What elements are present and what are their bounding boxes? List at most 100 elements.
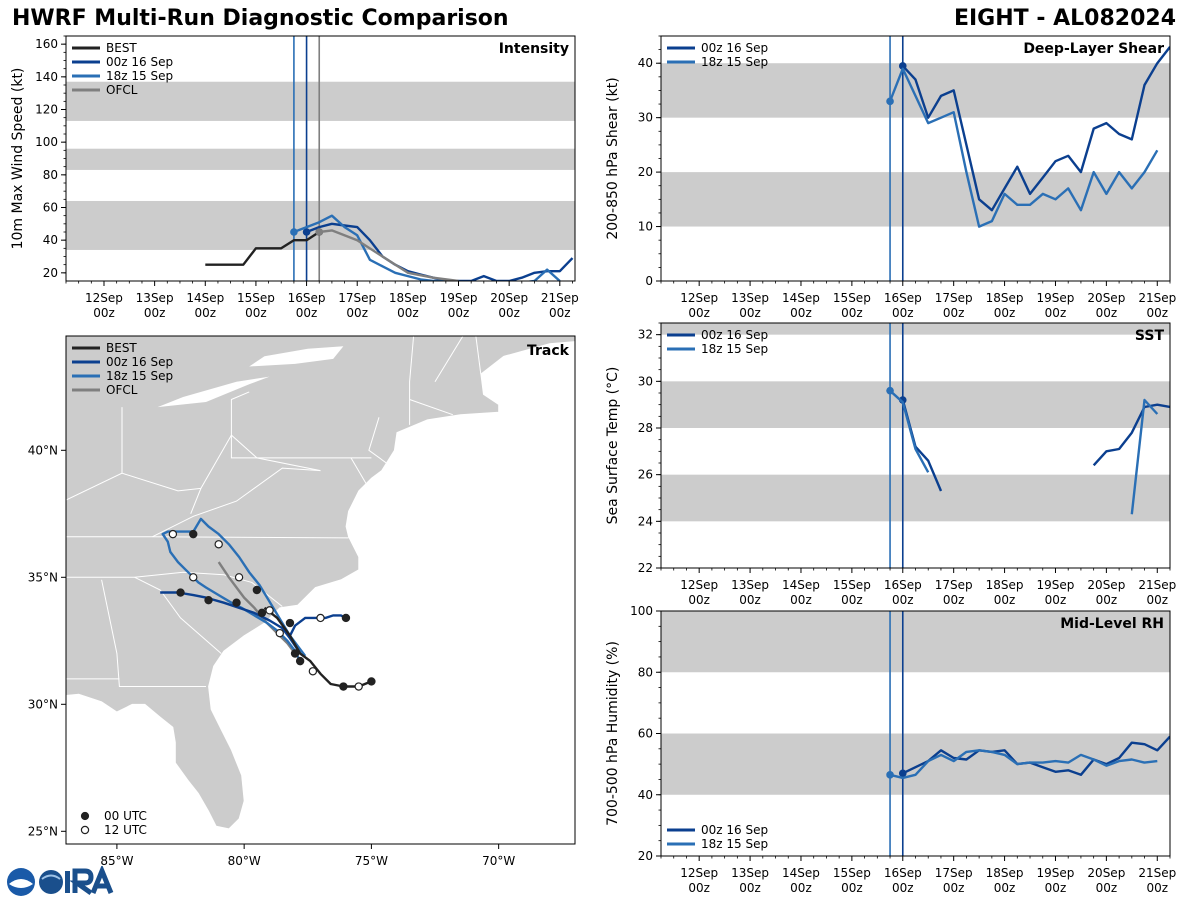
sst-threshold-band (661, 381, 1170, 428)
sst-ytick-label: 24 (638, 514, 653, 528)
shear-panel-title: Deep-Layer Shear (1023, 41, 1164, 57)
intensity-xtick-day: 12Sep (85, 291, 123, 305)
shear-xtick-hour: 00z (943, 306, 965, 320)
rh-ytick-label: 80 (638, 665, 653, 679)
shear-marker-run00 (898, 62, 907, 70)
intensity-xtick-hour: 00z (549, 306, 571, 320)
intensity-xtick-day: 13Sep (136, 291, 174, 305)
rh-marker-run18 (886, 771, 894, 779)
intensity-marker-run18 (290, 228, 298, 236)
intensity-ytick-label: 100 (35, 135, 58, 149)
sst-ytick-label: 26 (638, 468, 653, 482)
track-legend-label-best: BEST (106, 341, 137, 355)
shear-xtick-hour: 00z (790, 306, 812, 320)
shear-xtick-hour: 00z (841, 306, 863, 320)
panel-intensity: 2040608010012014016012Sep00z13Sep00z14Se… (10, 35, 579, 320)
shear-series-run18 (888, 67, 1159, 228)
track-xtick-label: 70°W (482, 854, 515, 868)
intensity-panel-title: Intensity (499, 41, 569, 57)
sst-xtick-day: 16Sep (884, 578, 922, 592)
track-fix-00utc (290, 649, 300, 658)
intensity-ytick-label: 140 (35, 70, 58, 84)
rh-ytick-label: 100 (630, 604, 653, 618)
sst-xtick-day: 12Sep (680, 578, 718, 592)
track-line-ofcl (217, 561, 297, 655)
sst-series-run18 (889, 389, 930, 473)
track-fix-12utc (189, 573, 198, 582)
rh-series-run18 (889, 749, 1158, 780)
track-ytick-label: 25°N (28, 824, 58, 838)
track-line-best (263, 606, 372, 688)
intensity-xtick-day: 15Sep (237, 291, 275, 305)
shear-plot-area (661, 36, 1170, 281)
state-border (152, 467, 321, 538)
track-fix-00utc (257, 608, 267, 618)
shear-xtick-day: 19Sep (1037, 291, 1075, 305)
lake-erie (157, 376, 270, 408)
sst-marker-run18 (886, 386, 894, 395)
track-ytick-label: 35°N (28, 570, 58, 584)
sst-xtick-day: 13Sep (731, 578, 769, 592)
cira-logo (7, 866, 114, 896)
track-fix-12utc (308, 667, 318, 676)
intensity-legend-label-run18: 18z 15 Sep (106, 69, 173, 83)
rh-xtick-hour: 00z (943, 881, 965, 895)
shear-xtick-day: 12Sep (680, 291, 718, 305)
sst-xtick-day: 17Sep (935, 578, 973, 592)
rh-xtick-hour: 00z (739, 881, 761, 895)
figure-title: HWRF Multi-Run Diagnostic Comparison (12, 6, 509, 31)
sst-xtick-day: 20Sep (1087, 578, 1125, 592)
intensity-ytick-label: 160 (35, 37, 58, 51)
track-fix-12utc (316, 613, 325, 623)
sst-plot-area (661, 323, 1170, 568)
rh-xtick-day: 14Sep (782, 866, 820, 880)
rh-threshold-band (661, 611, 1170, 673)
shear-ytick-label: 40 (638, 56, 653, 70)
track-legend-label-ofcl: OFCL (106, 383, 138, 397)
track-fix-00utc (204, 595, 213, 605)
lake-ontario (249, 346, 344, 367)
state-border (231, 434, 321, 472)
state-border (230, 391, 372, 459)
intensity-series-best (205, 230, 320, 266)
rh-xtick-hour: 00z (1096, 881, 1118, 895)
track-xtick-label: 75°W (355, 854, 388, 868)
track-legend-label-run18: 18z 15 Sep (106, 369, 173, 383)
sst-xtick-hour: 00z (1096, 593, 1118, 607)
shear-xtick-day: 16Sep (884, 291, 922, 305)
track-fix-00utc (252, 585, 262, 595)
panel-sst: 22242628303212Sep00z13Sep00z14Sep00z15Se… (605, 322, 1176, 607)
state-border (434, 336, 464, 382)
rh-plot-area (661, 611, 1170, 856)
sst-ylabel: Sea Surface Temp (°C) (605, 367, 621, 525)
intensity-xtick-hour: 00z (93, 306, 115, 320)
sst-xtick-hour: 00z (994, 593, 1016, 607)
storm-id-title: EIGHT - AL082024 (953, 6, 1176, 31)
intensity-marker-ofcl (315, 228, 324, 236)
state-border (409, 336, 415, 425)
rh-ylabel: 700-500 hPa Humidity (%) (605, 641, 621, 826)
state-border (134, 576, 222, 654)
intensity-ytick-label: 120 (35, 103, 58, 117)
intensity-xtick-day: 14Sep (186, 291, 224, 305)
shear-xtick-hour: 00z (892, 306, 914, 320)
rh-legend-label-run00: 00z 16 Sep (701, 823, 768, 837)
rh-xtick-hour: 00z (1045, 881, 1067, 895)
shear-xtick-hour: 00z (994, 306, 1016, 320)
panel-shear: 01020304012Sep00z13Sep00z14Sep00z15Sep00… (605, 35, 1176, 320)
track-fix-00utc (232, 598, 241, 607)
rh-xtick-day: 19Sep (1037, 866, 1075, 880)
shear-series-run00 (901, 46, 1170, 212)
shear-xtick-day: 20Sep (1087, 291, 1125, 305)
intensity-xtick-day: 20Sep (490, 291, 528, 305)
shear-xtick-hour: 00z (688, 306, 710, 320)
shear-legend-label-run00: 00z 16 Sep (701, 41, 768, 55)
rh-xtick-hour: 00z (841, 881, 863, 895)
shear-xtick-day: 13Sep (731, 291, 769, 305)
sst-xtick-day: 21Sep (1138, 578, 1176, 592)
shear-xtick-hour: 00z (1146, 306, 1168, 320)
rh-threshold-band (661, 733, 1170, 795)
shear-ytick-label: 0 (645, 274, 653, 288)
intensity-legend-label-run00: 00z 16 Sep (106, 55, 173, 69)
